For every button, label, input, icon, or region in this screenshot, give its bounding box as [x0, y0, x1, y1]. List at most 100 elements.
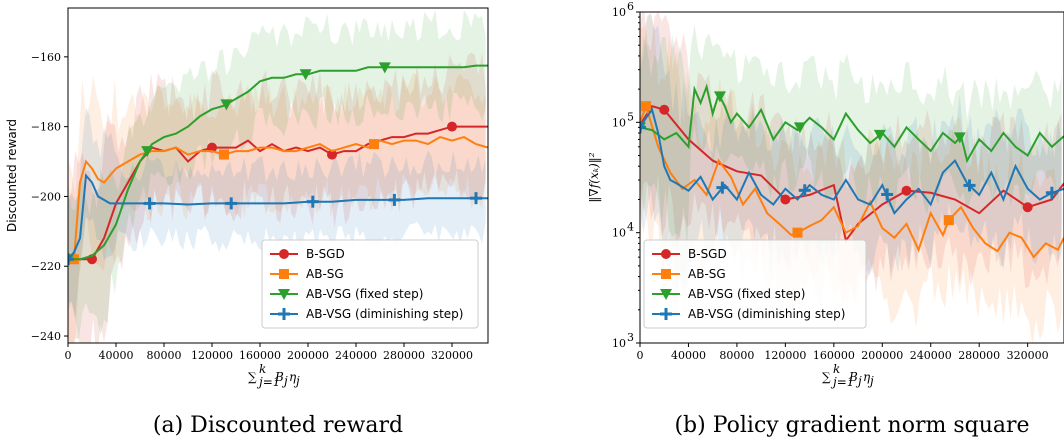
- series-3-marker-5: [1045, 186, 1058, 199]
- legend-label-1: AB-SG: [688, 267, 726, 281]
- series-2-marker-4: [953, 132, 966, 144]
- x-tick-label-5: 200000: [861, 349, 903, 362]
- series-2-marker-4: [378, 62, 391, 74]
- panel-a: 0 40000 80000 120000 160000 200000 240000 28000…: [5, 7, 489, 389]
- series-0-marker-3: [1022, 202, 1033, 213]
- x-tick-label-7: 280000: [958, 349, 1000, 362]
- series-3-marker-1: [143, 197, 156, 210]
- legend-label-1: AB-SG: [306, 267, 344, 281]
- series-1-marker-1: [219, 149, 229, 160]
- y-tick-label-0: −240: [31, 330, 61, 343]
- band-0: [640, 12, 1062, 307]
- legend: B-SGD AB-SG AB-VSG (fixed step) AB-VSG (dim…: [261, 239, 479, 329]
- series-lines: [68, 62, 488, 266]
- series-0-marker-3: [327, 149, 337, 160]
- series-0-marker-0: [659, 104, 670, 115]
- legend-label-3: AB-VSG (diminishing step): [306, 307, 463, 321]
- legend-marker-0: [661, 249, 671, 259]
- y-tick-label-1: −220: [31, 260, 61, 273]
- panel-b: 0 40000 80000 120000 160000 200000 240000 28000…: [587, 0, 1064, 389]
- series-3-marker-3: [306, 195, 319, 208]
- x-label-sub-1: j: [855, 374, 862, 388]
- series-0-marker-2: [901, 185, 912, 196]
- legend-marker-1: [279, 269, 289, 279]
- sum-upper-index: k: [259, 362, 266, 376]
- series-3-marker-0: [68, 253, 74, 266]
- y-tick-label-1: 10: [612, 227, 626, 240]
- legend-marker-3: [660, 308, 672, 320]
- x-tick-label-8: 320000: [431, 349, 473, 362]
- y-axis-label: ‖∇f(xₖ)‖²: [587, 152, 601, 202]
- x-tick-label-5: 200000: [287, 349, 329, 362]
- x-tick-label-0: 0: [637, 349, 644, 362]
- x-tick-label-1: 40000: [99, 349, 134, 362]
- legend-marker-1: [661, 269, 671, 279]
- band-3: [68, 107, 486, 319]
- x-tick-label-1: 40000: [671, 349, 706, 362]
- x-label-sub-2: j: [293, 374, 300, 388]
- band-0: [68, 52, 486, 343]
- legend-marker-3: [278, 308, 290, 320]
- axes-frame: [639, 11, 1064, 344]
- legend-label-2: AB-VSG (fixed step): [688, 287, 805, 301]
- sum-symbol: ∑: [248, 370, 257, 384]
- series-2-marker-1: [713, 91, 726, 103]
- series-3-marker-4: [388, 193, 401, 206]
- x-label-body: B: [274, 370, 284, 384]
- band-2: [640, 24, 1062, 249]
- sum-upper-index: k: [833, 362, 840, 376]
- y-tick-label-0: 10: [612, 337, 626, 350]
- series-2-marker-2: [793, 122, 806, 134]
- series-line-2: [640, 83, 1064, 164]
- x-axis-label: ∑ j=1kB j η j: [248, 362, 300, 389]
- series-line-3: [68, 173, 488, 260]
- sum-symbol: ∑: [822, 370, 831, 384]
- x-tick-label-3: 120000: [764, 349, 806, 362]
- series-0-marker-4: [447, 121, 457, 132]
- x-axis-label: ∑ j=1kB j η j: [822, 362, 874, 389]
- x-tick-label-6: 240000: [910, 349, 952, 362]
- legend-label-0: B-SGD: [688, 247, 727, 261]
- series-line-1: [640, 103, 1064, 259]
- x-tick-label-6: 240000: [335, 349, 377, 362]
- series-3-marker-5: [470, 192, 482, 205]
- series-1-marker-2: [943, 215, 954, 226]
- x-label-sub-2: j: [867, 374, 874, 388]
- legend-marker-2: [660, 289, 672, 300]
- series-line-1: [68, 136, 488, 261]
- y-tick-label-4: −160: [31, 51, 61, 64]
- series-line-2: [68, 64, 488, 261]
- series-1-marker-1: [792, 227, 803, 238]
- y-tick-label-2: 10: [612, 116, 626, 129]
- series-0-marker-2: [207, 142, 217, 153]
- x-tick-label-4: 160000: [813, 349, 855, 362]
- series-line-3: [640, 107, 1064, 216]
- legend-label-3: AB-VSG (diminishing step): [688, 307, 845, 321]
- x-label-eta: η: [289, 370, 297, 384]
- x-label-eta: η: [863, 370, 871, 384]
- legend-marker-2: [278, 289, 290, 300]
- y-tick-exp-3: 6: [627, 0, 634, 13]
- y-tick-label-3: 10: [612, 6, 626, 19]
- series-3-marker-4: [963, 179, 976, 192]
- caption-a: (a) Discounted reward: [153, 413, 403, 438]
- band-2: [68, 9, 486, 341]
- series-3-marker-2: [225, 197, 238, 210]
- x-tick-label-7: 280000: [383, 349, 425, 362]
- x-tick-label-0: 0: [65, 349, 72, 362]
- legend-label-0: B-SGD: [306, 247, 345, 261]
- series-2-marker-3: [873, 129, 886, 141]
- series-2-marker-3: [299, 69, 312, 81]
- x-label-sub-1: j: [281, 374, 288, 388]
- series-2-marker-1: [141, 146, 154, 158]
- y-tick-label-2: −200: [31, 190, 61, 203]
- series-2-marker-2: [220, 99, 233, 111]
- y-axis-label: Discounted reward: [5, 119, 19, 232]
- series-1-marker-2: [369, 139, 379, 150]
- series-0-marker-1: [780, 194, 791, 205]
- sum-lower-index: j=1: [256, 375, 280, 389]
- legend-box: [643, 239, 867, 329]
- band-3: [640, 14, 1062, 292]
- y-tick-exp-2: 5: [627, 110, 634, 123]
